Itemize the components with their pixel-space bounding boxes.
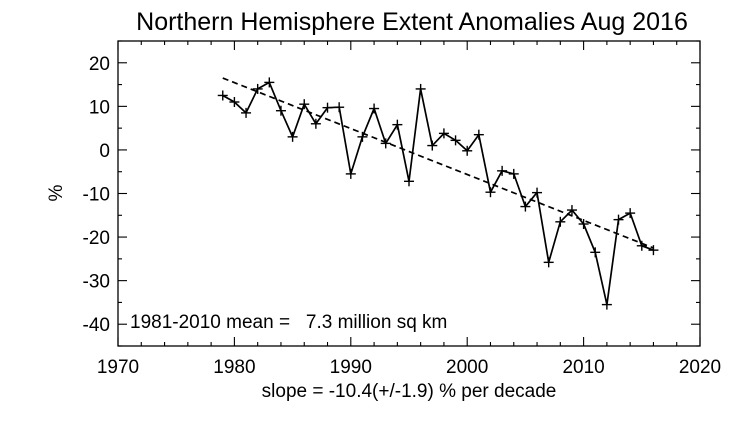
data-point [404, 176, 414, 187]
data-point [369, 103, 380, 114]
data-point [427, 140, 438, 151]
y-tick-label: 0 [99, 141, 110, 162]
y-tick-label: 20 [89, 54, 110, 75]
axis-tick-labels: 1970 1980 1990 2000 2010 202020100-10-20-30-4… [83, 54, 722, 378]
data-point [462, 145, 473, 156]
x-tick-label: 1980 [213, 357, 255, 378]
data-point [578, 219, 589, 229]
y-tick-label: -30 [83, 272, 110, 293]
data-point [217, 90, 228, 101]
series-line [222, 81, 654, 306]
data-point [264, 77, 275, 88]
data-point [543, 257, 554, 268]
data-point [555, 216, 566, 227]
x-tick-label: 2020 [679, 357, 721, 378]
data-markers [217, 77, 659, 310]
data-point [648, 245, 659, 256]
y-axis-label: % [46, 184, 67, 201]
data-point [497, 165, 508, 176]
data-point [334, 102, 345, 113]
data-point [299, 99, 310, 110]
chart-title: Northern Hemisphere Extent Anomalies Aug… [136, 8, 688, 36]
x-tick-label: 1970 [97, 357, 139, 378]
data-point [590, 247, 601, 258]
data-point [450, 135, 461, 146]
data-point [287, 131, 298, 142]
y-tick-label: 10 [89, 97, 110, 118]
data-point [613, 214, 624, 225]
data-point [380, 138, 391, 149]
trend-line [222, 77, 654, 249]
data-point [310, 118, 321, 129]
data-point [392, 119, 403, 130]
data-point [566, 205, 577, 216]
data-point [636, 240, 647, 251]
data-point [345, 168, 356, 179]
data-point [415, 83, 426, 94]
data-point [438, 128, 449, 139]
x-tick-label: 1990 [330, 357, 372, 378]
data-point [485, 187, 496, 198]
y-tick-label: -40 [83, 315, 110, 336]
y-tick-label: -10 [83, 185, 110, 206]
x-tick-label: 2000 [446, 357, 488, 378]
mean-annotation: 1981-2010 mean = 7.3 million sq km [130, 312, 447, 333]
x-tick-label: 2010 [562, 357, 604, 378]
data-point [322, 102, 333, 113]
data-point [473, 129, 484, 140]
axis-ticks [117, 40, 701, 347]
data-point [241, 107, 252, 118]
data-point [357, 131, 368, 142]
plot-frame [117, 40, 701, 347]
data-point [229, 97, 240, 107]
y-tick-label: -20 [83, 228, 110, 249]
data-point [508, 168, 519, 179]
data-point [275, 105, 286, 116]
data-point [625, 208, 636, 219]
data-point [532, 187, 543, 198]
data-point [252, 83, 263, 94]
x-axis-label: slope = -10.4(+/-1.9) % per decade [262, 381, 557, 402]
data-point [520, 201, 531, 212]
data-point [601, 299, 612, 310]
